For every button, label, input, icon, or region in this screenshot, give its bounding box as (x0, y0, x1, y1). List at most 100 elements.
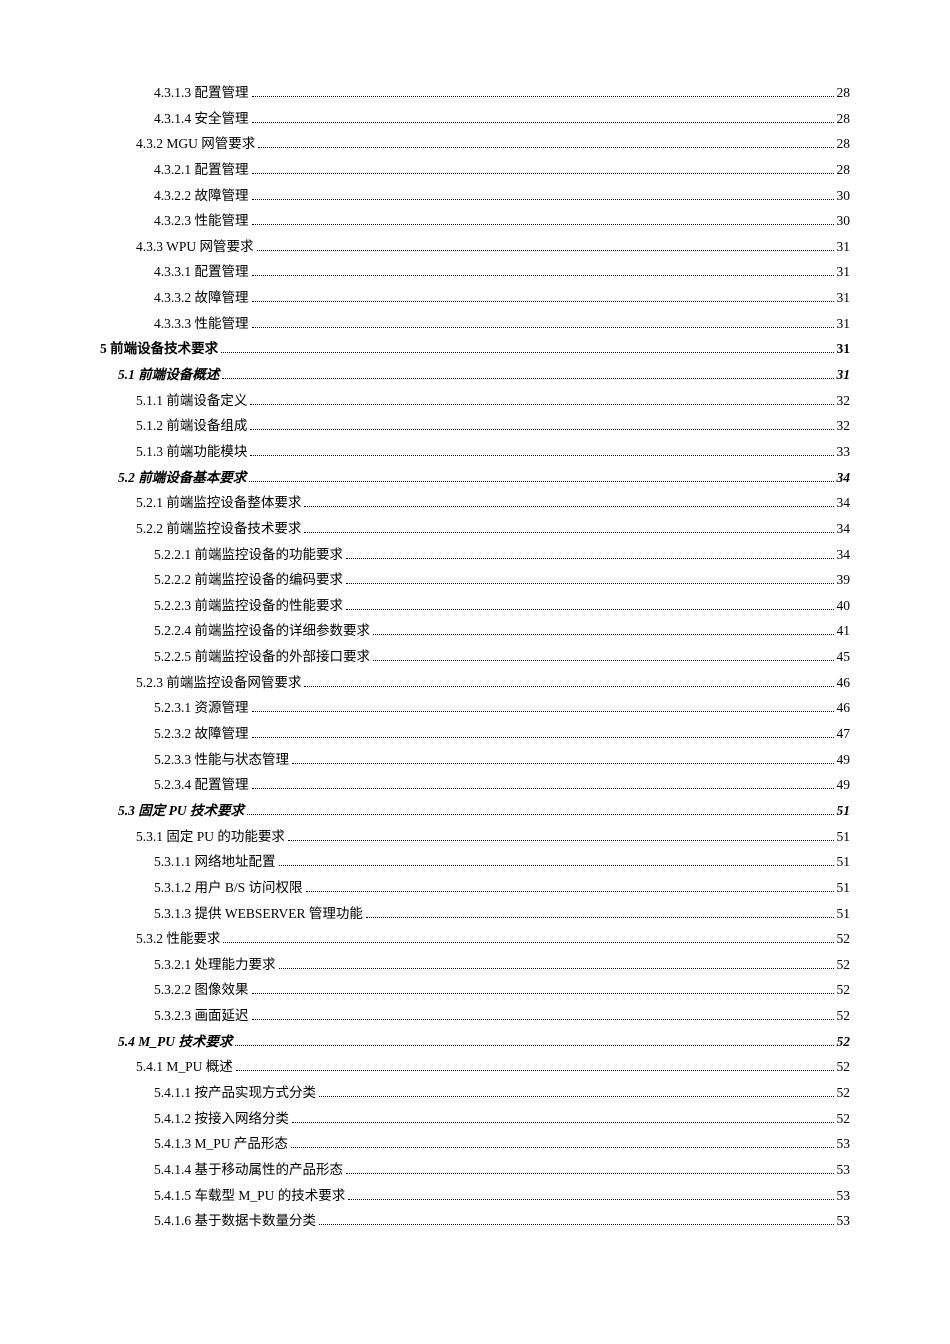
toc-entry-text: 5 前端设备技术要求 (100, 336, 218, 362)
toc-entry-text: 5.2.2.1 前端监控设备的功能要求 (154, 542, 343, 568)
toc-entry-text: 5.2.2.4 前端监控设备的详细参数要求 (154, 618, 370, 644)
toc-leader-dots (346, 583, 834, 584)
toc-entry-text: 5.1.3 前端功能模块 (136, 439, 247, 465)
toc-leader-dots (222, 378, 833, 379)
toc-entry[interactable]: 4.3.2.1 配置管理28 (100, 157, 850, 183)
toc-entry[interactable]: 4.3.3 WPU 网管要求31 (100, 234, 850, 260)
toc-entry[interactable]: 5.2.3.4 配置管理49 (100, 772, 850, 798)
toc-entry[interactable]: 5.3.2 性能要求52 (100, 926, 850, 952)
toc-entry-text: 5.2.3.4 配置管理 (154, 772, 249, 798)
toc-entry[interactable]: 5.2.2.4 前端监控设备的详细参数要求41 (100, 618, 850, 644)
toc-entry-text: 5.2.2.3 前端监控设备的性能要求 (154, 593, 343, 619)
toc-entry-text: 5.3.2.2 图像效果 (154, 977, 249, 1003)
toc-entry[interactable]: 5.4.1.2 按接入网络分类52 (100, 1106, 850, 1132)
toc-entry[interactable]: 5.2.1 前端监控设备整体要求34 (100, 490, 850, 516)
toc-entry-text: 5.3 固定 PU 技术要求 (118, 798, 244, 824)
toc-entry-text: 5.3.2 性能要求 (136, 926, 220, 952)
toc-entry[interactable]: 5.1.1 前端设备定义32 (100, 388, 850, 414)
toc-entry[interactable]: 5 前端设备技术要求31 (100, 336, 850, 362)
toc-entry[interactable]: 5.2 前端设备基本要求34 (100, 465, 850, 491)
toc-leader-dots (292, 763, 834, 764)
toc-entry-page: 31 (837, 285, 851, 311)
toc-leader-dots (366, 917, 834, 918)
toc-leader-dots (288, 840, 834, 841)
toc-entry[interactable]: 5.3.1.1 网络地址配置51 (100, 849, 850, 875)
toc-entry[interactable]: 5.2.2.5 前端监控设备的外部接口要求45 (100, 644, 850, 670)
toc-entry[interactable]: 5.3.1 固定 PU 的功能要求51 (100, 824, 850, 850)
toc-entry[interactable]: 4.3.1.3 配置管理28 (100, 80, 850, 106)
toc-entry-page: 49 (837, 747, 851, 773)
toc-entry[interactable]: 5.2.2.3 前端监控设备的性能要求40 (100, 593, 850, 619)
toc-entry[interactable]: 4.3.3.2 故障管理31 (100, 285, 850, 311)
toc-entry-page: 45 (837, 644, 851, 670)
toc-entry[interactable]: 5.1.2 前端设备组成 32 (100, 413, 850, 439)
toc-entry[interactable]: 4.3.3.3 性能管理31 (100, 311, 850, 337)
toc-leader-dots (258, 147, 833, 148)
toc-leader-dots (252, 199, 834, 200)
toc-entry-text: 5.1.2 前端设备组成 (136, 413, 247, 439)
toc-entry[interactable]: 5.2.3.2 故障管理47 (100, 721, 850, 747)
toc-leader-dots (223, 942, 833, 943)
toc-entry[interactable]: 4.3.2.2 故障管理30 (100, 183, 850, 209)
toc-leader-dots (346, 558, 834, 559)
toc-entry[interactable]: 5.2.2 前端监控设备技术要求34 (100, 516, 850, 542)
toc-entry-page: 51 (837, 875, 851, 901)
toc-entry[interactable]: 5.1 前端设备概述31 (100, 362, 850, 388)
toc-entry[interactable]: 5.1.3 前端功能模块33 (100, 439, 850, 465)
toc-entry-page: 53 (837, 1157, 851, 1183)
toc-leader-dots (319, 1224, 834, 1225)
toc-entry[interactable]: 5.3.1.2 用户 B/S 访问权限 51 (100, 875, 850, 901)
toc-leader-dots (252, 788, 834, 789)
toc-entry-page: 51 (837, 849, 851, 875)
toc-entry[interactable]: 4.3.2.3 性能管理30 (100, 208, 850, 234)
toc-entry[interactable]: 5.2.2.2 前端监控设备的编码要求39 (100, 567, 850, 593)
toc-entry[interactable]: 5.2.3 前端监控设备网管要求46 (100, 670, 850, 696)
toc-entry-page: 46 (837, 695, 851, 721)
toc-entry-text: 5.4.1 M_PU 概述 (136, 1054, 233, 1080)
toc-entry[interactable]: 5.4.1.6 基于数据卡数量分类53 (100, 1208, 850, 1234)
toc-leader-dots (252, 327, 834, 328)
toc-entry[interactable]: 4.3.3.1 配置管理31 (100, 259, 850, 285)
toc-leader-dots (291, 1147, 834, 1148)
toc-entry[interactable]: 5.2.3.1 资源管理 46 (100, 695, 850, 721)
toc-entry-page: 52 (837, 977, 851, 1003)
toc-entry-page: 46 (837, 670, 851, 696)
toc-leader-dots (250, 404, 833, 405)
toc-leader-dots (346, 609, 834, 610)
toc-entry-text: 5.3.1.2 用户 B/S 访问权限 (154, 875, 303, 901)
toc-entry[interactable]: 5.3 固定 PU 技术要求51 (100, 798, 850, 824)
toc-entry-text: 5.2.3.1 资源管理 (154, 695, 249, 721)
toc-entry-text: 4.3.3.1 配置管理 (154, 259, 249, 285)
toc-entry-text: 5.4 M_PU 技术要求 (118, 1029, 232, 1055)
toc-entry-page: 52 (837, 1080, 851, 1106)
toc-entry[interactable]: 5.4.1.4 基于移动属性的产品形态53 (100, 1157, 850, 1183)
toc-entry[interactable]: 4.3.2 MGU 网管要求28 (100, 131, 850, 157)
toc-entry-page: 52 (837, 1003, 851, 1029)
toc-entry[interactable]: 5.2.3.3 性能与状态管理49 (100, 747, 850, 773)
toc-entry[interactable]: 5.4.1.5 车载型 M_PU 的技术要求53 (100, 1183, 850, 1209)
toc-entry-text: 5.2.2.2 前端监控设备的编码要求 (154, 567, 343, 593)
toc-container: 4.3.1.3 配置管理284.3.1.4 安全管理284.3.2 MGU 网管… (100, 80, 850, 1234)
toc-entry[interactable]: 5.2.2.1 前端监控设备的功能要求34 (100, 542, 850, 568)
toc-entry[interactable]: 5.3.1.3 提供 WEBSERVER 管理功能51 (100, 901, 850, 927)
toc-leader-dots (236, 1070, 834, 1071)
toc-entry[interactable]: 5.3.2.3 画面延迟52 (100, 1003, 850, 1029)
toc-entry[interactable]: 5.4.1.3 M_PU 产品形态53 (100, 1131, 850, 1157)
toc-entry[interactable]: 5.4 M_PU 技术要求52 (100, 1029, 850, 1055)
toc-entry-page: 52 (837, 1054, 851, 1080)
toc-entry-page: 53 (837, 1183, 851, 1209)
toc-entry-page: 34 (837, 465, 851, 491)
toc-leader-dots (252, 993, 834, 994)
toc-entry[interactable]: 4.3.1.4 安全管理28 (100, 106, 850, 132)
toc-entry-text: 4.3.1.3 配置管理 (154, 80, 249, 106)
toc-entry-page: 51 (837, 824, 851, 850)
toc-entry[interactable]: 5.3.2.2 图像效果 52 (100, 977, 850, 1003)
toc-leader-dots (252, 224, 834, 225)
toc-entry-page: 32 (837, 413, 851, 439)
toc-entry-page: 47 (837, 721, 851, 747)
toc-entry-page: 51 (837, 901, 851, 927)
toc-entry[interactable]: 5.4.1 M_PU 概述 52 (100, 1054, 850, 1080)
toc-entry-page: 28 (837, 106, 851, 132)
toc-entry[interactable]: 5.3.2.1 处理能力要求52 (100, 952, 850, 978)
toc-entry[interactable]: 5.4.1.1 按产品实现方式分类52 (100, 1080, 850, 1106)
